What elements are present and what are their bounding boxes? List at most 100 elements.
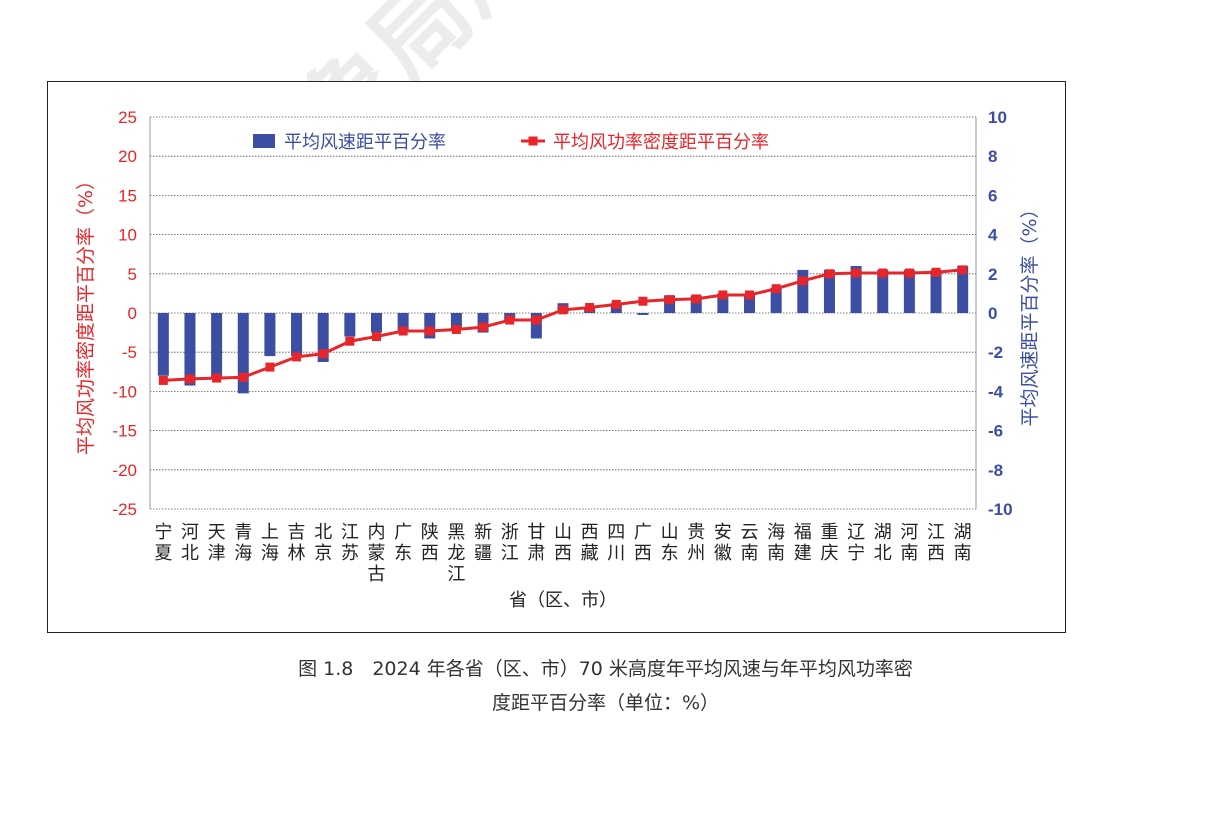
bar <box>370 313 382 333</box>
bar <box>450 313 462 329</box>
legend: 平均风速距平百分率 平均风功率密度距平百分率 <box>253 132 769 153</box>
figure-caption-line2: 度距平百分率（单位：%） <box>491 692 720 714</box>
line-point <box>931 267 941 277</box>
line-point <box>212 373 222 383</box>
x-tick-label: 山西 <box>554 522 572 564</box>
grid <box>150 116 976 510</box>
bar <box>237 313 249 394</box>
bar <box>903 269 915 313</box>
legend-swatch-bar <box>253 134 275 148</box>
line-point <box>478 322 488 332</box>
line-point <box>824 269 834 279</box>
chart: 2520151050-5-10-15-20-251086420-2-4-6-8-… <box>75 108 1041 611</box>
x-tick-label: 浙江 <box>501 522 519 564</box>
line-point <box>371 332 381 342</box>
x-tick-label: 湖北 <box>874 522 892 564</box>
line-point <box>745 290 755 300</box>
bar <box>211 313 223 378</box>
x-tick-label: 河南 <box>900 522 918 564</box>
bar-series <box>157 265 969 394</box>
right-tick-label: 0 <box>988 304 997 323</box>
bar <box>157 313 169 376</box>
line-point <box>878 268 888 278</box>
left-tick-label: -5 <box>122 343 137 362</box>
right-tick-label: -8 <box>988 461 1003 480</box>
x-tick-label: 辽宁 <box>847 522 865 564</box>
bar <box>797 269 809 313</box>
x-tick-label: 江苏 <box>341 522 359 564</box>
right-tick-label: -6 <box>988 422 1003 441</box>
x-tick-label: 青海 <box>234 522 252 564</box>
right-tick-label: -4 <box>988 382 1004 401</box>
axes: 2520151050-5-10-15-20-251086420-2-4-6-8-… <box>75 108 1041 611</box>
left-tick-label: 15 <box>118 186 137 205</box>
bar <box>317 313 329 362</box>
legend-label-bar: 平均风速距平百分率 <box>284 132 446 153</box>
x-tick-label: 广西 <box>634 522 652 564</box>
line-point <box>425 326 435 336</box>
bar <box>823 269 835 313</box>
line-point <box>238 372 248 382</box>
x-tick-label: 吉林 <box>288 522 306 564</box>
chart-frame: 25 20 15 10 5 0 -5 -10 -15 -20 -25 10 8 6 4 2 0 -2 -4 -6 -8-… <box>47 81 1066 633</box>
line-point <box>904 268 914 278</box>
x-tick-label: 四川 <box>607 522 625 564</box>
x-tick-label: 广东 <box>394 522 412 564</box>
bar <box>877 269 889 313</box>
right-tick-label: 4 <box>988 226 998 245</box>
x-tick-label: 安徽 <box>714 522 732 564</box>
line-point <box>345 336 355 346</box>
bar <box>264 313 276 357</box>
left-tick-label: 5 <box>128 265 137 284</box>
bar <box>424 313 436 339</box>
x-tick-label: 天津 <box>208 522 226 564</box>
line-point <box>798 276 808 286</box>
series-line <box>163 268 963 382</box>
right-tick-label: 6 <box>988 186 997 205</box>
right-tick-label: 2 <box>988 265 997 284</box>
line-point <box>611 299 621 309</box>
bar <box>850 265 862 313</box>
line-point <box>185 374 195 384</box>
x-tick-label: 江西 <box>927 522 945 564</box>
right-axis-title: 平均风速距平百分率（%） <box>1019 199 1041 426</box>
right-tick-label: 10 <box>988 108 1007 127</box>
left-tick-label: -25 <box>112 500 137 519</box>
bar <box>957 265 969 313</box>
line-point <box>505 315 515 325</box>
x-tick-label: 西藏 <box>581 522 599 564</box>
line-point <box>638 296 648 306</box>
line-point <box>451 324 461 334</box>
line-point <box>718 290 728 300</box>
x-tick-label: 黑龙江 <box>447 522 465 585</box>
left-tick-label: -10 <box>112 382 137 401</box>
bar <box>530 313 542 339</box>
x-tick-label: 上海 <box>261 522 279 564</box>
bar <box>397 313 409 331</box>
bar <box>344 313 356 337</box>
bar <box>690 295 702 313</box>
x-tick-label: 福建 <box>794 522 812 564</box>
x-tick-label: 贵州 <box>687 522 705 564</box>
line-point <box>691 294 701 304</box>
x-tick-label: 重庆 <box>820 522 838 564</box>
legend-swatch-marker <box>528 136 538 146</box>
line-point <box>558 305 568 315</box>
right-tick-label: -2 <box>988 343 1003 362</box>
line-point <box>531 315 541 325</box>
line-point <box>771 284 781 294</box>
x-tick-label: 北京 <box>314 522 332 564</box>
right-tick-label: -10 <box>988 500 1013 519</box>
x-tick-label: 内蒙古 <box>367 522 385 585</box>
line-point <box>265 362 275 372</box>
right-tick-label: 8 <box>988 147 997 166</box>
x-tick-label: 海南 <box>767 522 785 564</box>
x-tick-label: 宁夏 <box>154 522 172 564</box>
line-point <box>851 268 861 278</box>
bar <box>717 293 729 313</box>
bar <box>637 313 649 315</box>
left-tick-label: 20 <box>118 147 137 166</box>
x-tick-label: 河北 <box>181 522 199 564</box>
line-series <box>158 265 968 385</box>
x-tick-label: 新疆 <box>474 522 492 564</box>
